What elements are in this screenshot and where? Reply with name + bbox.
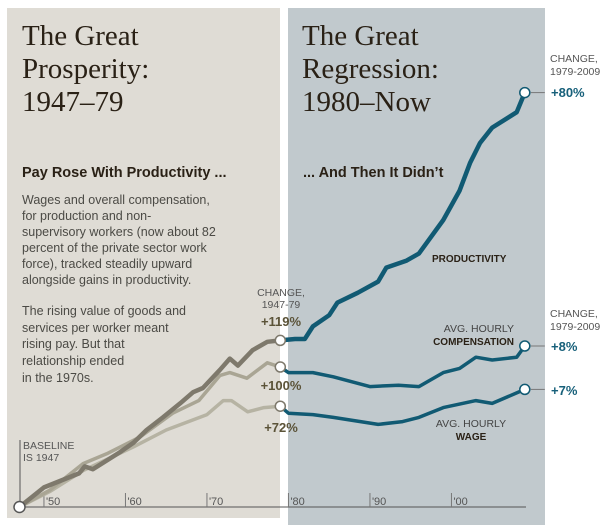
- x-tick-label: '50: [46, 496, 60, 508]
- productivity-change-1947-79: +119%: [261, 314, 302, 329]
- left-title-line: 1947–79: [22, 86, 124, 118]
- x-tick-label: '90: [372, 496, 386, 508]
- wage-2009-marker: [519, 383, 531, 396]
- productivity-2009-marker: [519, 86, 531, 99]
- change-1947-79-heading: 1947-79: [262, 299, 301, 311]
- right-title: The Great Regression: 1980–Now: [302, 20, 439, 118]
- productivity-line-1979-2009: [280, 91, 527, 343]
- left-title: The Great Prosperity: 1947–79: [22, 20, 149, 118]
- series-lines: [18, 91, 527, 509]
- baseline-marker: [13, 500, 26, 514]
- wage-change-1979-2009: +7%: [551, 383, 578, 398]
- right-title-line: 1980–Now: [302, 86, 431, 118]
- series-markers: [13, 86, 545, 514]
- change-1979-2009-heading: 1979-2009: [550, 321, 600, 333]
- para1-line: supervisory workers (now about 82: [22, 225, 216, 239]
- wage-label-line2: WAGE: [456, 432, 487, 443]
- para1-line: alongside gains in productivity.: [22, 273, 191, 287]
- productivity-change-1979-2009: +80%: [551, 85, 585, 100]
- baseline-label-line: IS 1947: [23, 452, 59, 464]
- left-title-line: Prosperity:: [22, 53, 149, 85]
- baseline-label-line: BASELINE: [23, 440, 74, 452]
- compensation-change-1947-79: +100%: [261, 378, 302, 393]
- para1-line: for production and non-: [22, 209, 151, 223]
- para1-line: percent of the private sector work: [22, 241, 208, 255]
- left-body-text: Wages and overall compensation, for prod…: [22, 193, 216, 385]
- para1-line: force), tracked steadily upward: [22, 257, 192, 271]
- change-1979-2009-heading: CHANGE,: [550, 308, 598, 320]
- para2-line: rising pay. But that: [22, 337, 125, 351]
- x-tick-label: '00: [453, 496, 467, 508]
- compensation-label-line2: COMPENSATION: [433, 337, 514, 348]
- compensation-change-1979-2009: +8%: [551, 339, 578, 354]
- para2-line: relationship ended: [22, 354, 124, 368]
- para2-line: The rising value of goods and: [22, 304, 186, 318]
- x-tick-label: '80: [290, 496, 304, 508]
- para2-line: in the 1970s.: [22, 371, 94, 385]
- compensation-line-1979-2009: [279, 344, 527, 389]
- wage-label-line1: AVG. HOURLY: [436, 418, 506, 430]
- productivity-label: PRODUCTIVITY: [432, 254, 507, 265]
- right-title-line: Regression:: [302, 53, 439, 85]
- wage-line-1979-2009: [279, 387, 526, 427]
- left-subhead: Pay Rose With Productivity ...: [22, 165, 227, 181]
- x-tick-label: '70: [209, 496, 223, 508]
- x-axis-ticks: '50 '60 '70 '80 '90 '00: [43, 493, 468, 508]
- right-subhead: ... And Then It Didn’t: [303, 165, 444, 181]
- right-title-line: The Great: [302, 20, 419, 52]
- wage-1979-marker: [274, 400, 287, 412]
- change-1979-2009-heading: 1979-2009: [550, 66, 600, 78]
- baseline-label: BASELINE IS 1947: [23, 440, 74, 464]
- compensation-label-line1: AVG. HOURLY: [444, 323, 514, 335]
- productivity-1979-marker: [274, 334, 287, 347]
- left-title-line: The Great: [22, 20, 139, 52]
- productivity-line-1947-79: [18, 338, 281, 509]
- compensation-line-1947-79: [18, 361, 281, 509]
- x-tick-label: '60: [127, 496, 141, 508]
- para1-line: Wages and overall compensation,: [22, 193, 210, 207]
- right-panel: [288, 8, 545, 525]
- para2-line: services per worker meant: [22, 321, 169, 335]
- change-1979-2009-heading: CHANGE,: [550, 53, 598, 65]
- compensation-2009-marker: [519, 340, 531, 352]
- wage-change-1947-79: +72%: [264, 420, 298, 435]
- compensation-1979-marker: [274, 361, 287, 373]
- change-1947-79-heading: CHANGE,: [257, 287, 305, 299]
